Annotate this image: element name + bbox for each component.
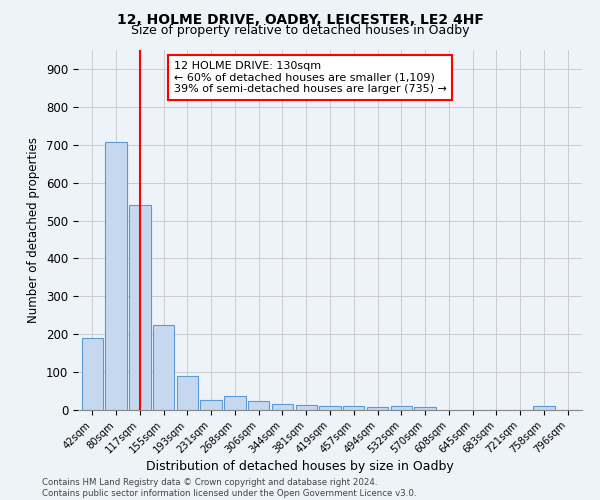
Bar bbox=[367, 407, 388, 410]
Bar bbox=[272, 404, 293, 410]
Bar bbox=[343, 406, 364, 410]
Bar bbox=[296, 405, 317, 410]
Bar bbox=[106, 142, 127, 410]
Bar bbox=[200, 400, 222, 410]
Bar bbox=[82, 338, 103, 410]
Bar bbox=[129, 206, 151, 410]
Bar bbox=[176, 376, 198, 410]
Bar bbox=[248, 402, 269, 410]
Bar bbox=[153, 325, 174, 410]
Text: Contains HM Land Registry data © Crown copyright and database right 2024.
Contai: Contains HM Land Registry data © Crown c… bbox=[42, 478, 416, 498]
Text: Distribution of detached houses by size in Oadby: Distribution of detached houses by size … bbox=[146, 460, 454, 473]
Bar bbox=[533, 406, 554, 410]
Bar bbox=[319, 406, 341, 410]
Text: 12, HOLME DRIVE, OADBY, LEICESTER, LE2 4HF: 12, HOLME DRIVE, OADBY, LEICESTER, LE2 4… bbox=[116, 12, 484, 26]
Bar bbox=[415, 408, 436, 410]
Bar bbox=[391, 406, 412, 410]
Text: 12 HOLME DRIVE: 130sqm
← 60% of detached houses are smaller (1,109)
39% of semi-: 12 HOLME DRIVE: 130sqm ← 60% of detached… bbox=[174, 61, 446, 94]
Text: Size of property relative to detached houses in Oadby: Size of property relative to detached ho… bbox=[131, 24, 469, 37]
Y-axis label: Number of detached properties: Number of detached properties bbox=[28, 137, 40, 323]
Bar bbox=[224, 396, 245, 410]
